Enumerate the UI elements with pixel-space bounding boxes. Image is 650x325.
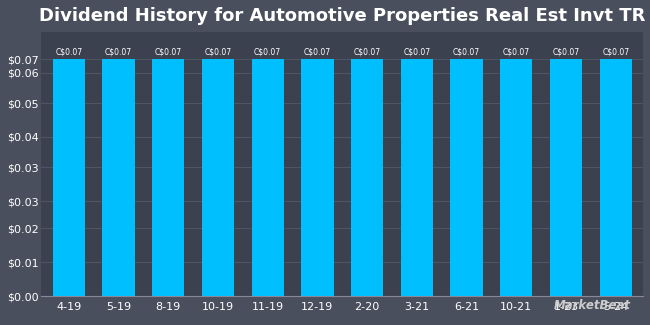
Bar (400, 59, 433, 296)
Text: C$0.07: C$0.07 (105, 47, 132, 57)
Text: C$0.07: C$0.07 (155, 47, 182, 57)
Bar (599, 59, 632, 296)
Bar (301, 59, 333, 296)
Text: C$0.07: C$0.07 (602, 47, 629, 57)
Bar (252, 59, 284, 296)
Bar (450, 59, 483, 296)
Text: C$0.07: C$0.07 (552, 47, 580, 57)
Text: C$0.07: C$0.07 (502, 47, 530, 57)
Title: Dividend History for Automotive Properties Real Est Invt TR: Dividend History for Automotive Properti… (39, 7, 645, 25)
Bar (500, 59, 532, 296)
Bar (152, 59, 185, 296)
Text: C$0.07: C$0.07 (453, 47, 480, 57)
Bar (103, 59, 135, 296)
Text: C$0.07: C$0.07 (204, 47, 231, 57)
Bar (202, 59, 234, 296)
Bar (351, 59, 383, 296)
Text: MarketBeat: MarketBeat (554, 299, 630, 312)
Text: C$0.07: C$0.07 (55, 47, 83, 57)
Bar (53, 59, 85, 296)
Bar (550, 59, 582, 296)
Text: C$0.07: C$0.07 (254, 47, 281, 57)
Text: C$0.07: C$0.07 (304, 47, 331, 57)
Text: C$0.07: C$0.07 (354, 47, 381, 57)
Text: C$0.07: C$0.07 (403, 47, 430, 57)
